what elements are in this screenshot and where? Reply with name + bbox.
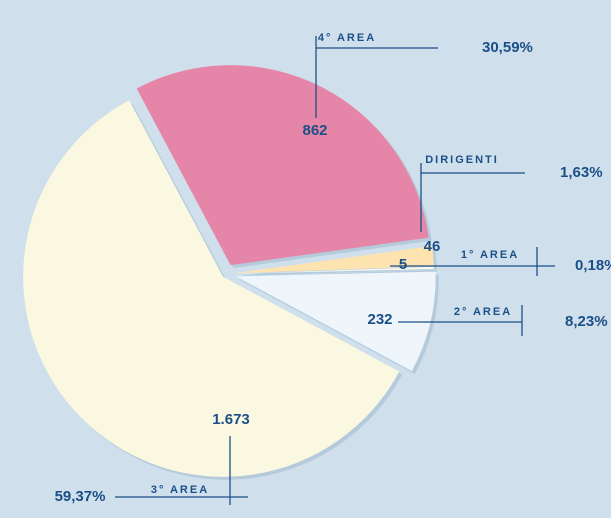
- pie-slice: [23, 100, 400, 477]
- data-label: 46: [424, 238, 441, 255]
- percent-label: 1,63%: [560, 164, 603, 181]
- category-label: 1° AREA: [461, 249, 519, 261]
- data-label: 1.673: [212, 411, 250, 428]
- percent-label: 59,37%: [55, 488, 106, 505]
- category-label: DIRIGENTI: [425, 154, 499, 166]
- category-label: 3° AREA: [151, 484, 209, 496]
- pie-slice: [233, 245, 434, 274]
- category-label: 2° AREA: [454, 306, 512, 318]
- pie-slice-shadow: [236, 269, 437, 277]
- percent-label: 8,23%: [565, 313, 608, 330]
- percent-label: 30,59%: [482, 39, 533, 56]
- data-label: 232: [367, 311, 392, 328]
- category-label: 4° AREA: [318, 32, 376, 44]
- data-label: 5: [399, 256, 407, 273]
- data-label: 862: [302, 122, 327, 139]
- percent-label: 0,18%: [575, 257, 611, 274]
- pie-slice: [233, 266, 434, 274]
- pie-slice: [235, 271, 436, 372]
- pie-slice: [136, 65, 429, 266]
